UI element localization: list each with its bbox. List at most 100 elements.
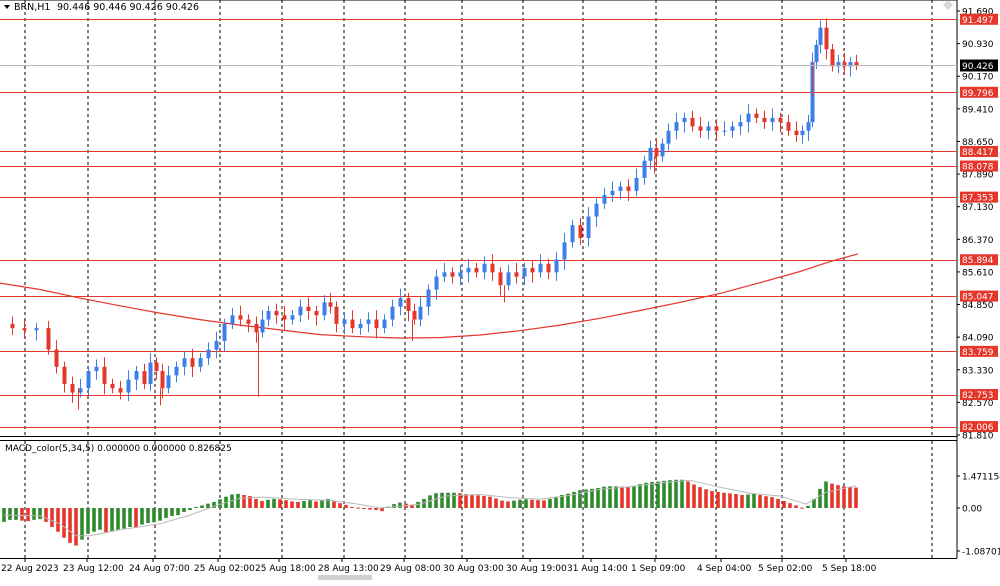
time-axis[interactable]: 22 Aug 2023 23 Aug 12:00 24 Aug 07:00 25 Au… <box>1 558 877 574</box>
symbol-label[interactable]: BRN,H1 <box>14 2 50 13</box>
macd-bar <box>8 508 12 520</box>
dropdown-triangle-icon[interactable] <box>4 5 10 9</box>
candle-body <box>824 27 829 50</box>
candle-body <box>746 113 751 123</box>
price-level-tag[interactable]: 89.796 <box>960 86 998 99</box>
candle-body <box>230 315 235 324</box>
macd-bar <box>2 508 6 522</box>
time-axis-label: 29 Aug 08:00 <box>380 564 441 574</box>
macd-bar <box>254 498 258 508</box>
price-level-tag-bg <box>960 160 998 172</box>
price-level-tag-label: 82.753 <box>962 391 994 401</box>
price-level-tag[interactable]: 88.417 <box>960 145 998 158</box>
macd-header-label: MACD_color(5,34,5) 0.000000 0.000000 0.8… <box>5 444 232 454</box>
macd-bar <box>458 493 462 508</box>
scroll-indicator[interactable] <box>318 575 372 580</box>
one-click-trading-icon[interactable] <box>943 0 953 10</box>
candle-body <box>730 126 735 131</box>
price-level-tag-label: 85.894 <box>962 256 994 266</box>
macd-bar <box>566 493 570 508</box>
macd-bar <box>518 499 522 508</box>
macd-bar <box>14 508 18 520</box>
price-axis-label: 90.170 <box>962 73 994 83</box>
macd-bar <box>674 479 678 508</box>
macd-bar <box>836 485 840 508</box>
macd-bar <box>104 508 108 533</box>
candle-body <box>778 117 783 123</box>
macd-bar <box>656 481 660 508</box>
price-level-tag[interactable]: 88.078 <box>960 160 998 173</box>
candle-body <box>482 263 487 273</box>
candle-body <box>648 147 653 161</box>
candle-body <box>290 315 295 320</box>
macd-signal-line <box>3 479 857 537</box>
macd-bar <box>446 492 450 508</box>
candle-body <box>142 371 147 384</box>
candle-body <box>794 130 799 136</box>
price-level-tag-label: 82.006 <box>962 423 994 433</box>
macd-bar <box>800 507 804 509</box>
macd-bar <box>398 502 402 508</box>
macd-bar <box>266 499 270 508</box>
candle-body <box>498 272 503 286</box>
macd-bar <box>824 481 828 508</box>
macd-bar <box>302 501 306 508</box>
price-axis-label: 91.690 <box>962 8 994 18</box>
macd-bar <box>230 494 234 508</box>
macd-bar <box>680 479 684 508</box>
price-level-tag-label: 87.353 <box>962 194 994 204</box>
candle-body <box>282 315 287 320</box>
price-level-tag[interactable]: 83.759 <box>960 345 998 358</box>
macd-bar <box>554 496 558 508</box>
candle-body <box>698 126 703 131</box>
macd-bar <box>332 501 336 508</box>
macd-bar <box>422 498 426 508</box>
price-level-tag[interactable]: 85.047 <box>960 290 998 303</box>
macd-bar <box>98 508 102 530</box>
time-axis-label: 5 Sep 18:00 <box>822 564 877 574</box>
macd-bar <box>146 508 150 524</box>
price-level-tag[interactable]: 85.894 <box>960 254 998 266</box>
macd-bar <box>86 508 90 534</box>
macd-bar <box>140 508 144 525</box>
macd-bar <box>806 505 810 508</box>
candle-body <box>274 310 279 316</box>
macd-bar <box>524 499 528 508</box>
candle-body <box>198 358 203 367</box>
candle-body <box>854 62 859 66</box>
price-axis-label: 84.850 <box>962 301 994 311</box>
macd-bar <box>482 496 486 508</box>
price-level-tag[interactable]: 82.006 <box>960 421 998 433</box>
macd-bar <box>50 508 54 527</box>
candle-body <box>562 242 567 260</box>
macd-bar <box>326 498 330 508</box>
candle-body <box>34 328 39 331</box>
macd-bar <box>542 500 546 508</box>
candle-body <box>70 383 75 393</box>
macd-bar <box>152 508 156 523</box>
horizontal-levels[interactable] <box>0 19 957 428</box>
macd-bar <box>44 508 48 522</box>
price-axis[interactable]: 91.690 90.930 90.170 89.410 88.650 87.890 87.1… <box>957 8 998 442</box>
macd-bar <box>314 501 318 508</box>
candle-body <box>328 302 333 307</box>
candle-body <box>578 225 583 239</box>
candle-body <box>594 203 599 217</box>
macd-bar <box>188 508 192 510</box>
price-level-tag[interactable]: 91.497 <box>960 13 998 26</box>
macd-bar <box>650 481 654 508</box>
macd-bar <box>776 498 780 508</box>
macd-histogram <box>2 479 858 546</box>
candles <box>10 18 859 410</box>
last-price-tag: 90.426 <box>960 59 998 72</box>
candle-body <box>814 44 819 63</box>
macd-bar <box>638 484 642 508</box>
candle-body <box>522 268 527 277</box>
macd-bar <box>530 499 534 508</box>
macd-axis-label: 1.471154 <box>962 473 1000 483</box>
price-level-tag[interactable]: 87.353 <box>960 191 998 204</box>
candle-body <box>306 306 311 311</box>
price-level-tag[interactable]: 82.753 <box>960 389 998 401</box>
